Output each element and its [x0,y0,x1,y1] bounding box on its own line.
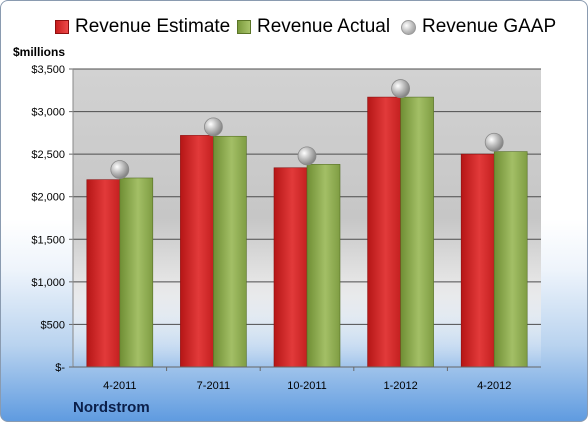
y-axis-units: $millions [13,45,66,59]
y-tick-label: $2,500 [31,149,65,161]
legend-item-gaap: Revenue GAAP [401,16,556,38]
y-tick-label: $3,500 [31,64,65,76]
x-tick-label: 1-2012 [383,380,417,392]
bars [86,96,528,368]
gaap-marker [391,79,411,98]
bar-actual [493,151,528,368]
x-tick-label: 10-2011 [287,380,327,392]
y-tick-label: $500 [41,319,65,331]
y-tick-label: $- [55,362,65,374]
gaap-marker [484,132,504,152]
y-tick-label: $3,000 [31,107,65,119]
x-tick-label: 4-2012 [477,380,511,392]
legend-swatch-actual [237,20,251,34]
gaap-marker [203,117,223,137]
legend-swatch-gaap [401,19,416,35]
gaap-markers [110,79,504,179]
company-name: Nordstrom [73,399,150,416]
gaap-marker [297,146,317,166]
bar-estimate [367,96,401,368]
legend: Revenue Estimate Revenue Actual Revenue … [1,16,587,42]
bar-estimate [273,167,308,368]
legend-label-estimate: Revenue Estimate [75,16,231,37]
bar-actual [306,164,341,368]
bar-estimate [180,135,214,368]
y-tick-label: $1,000 [31,277,65,289]
x-axis-ticks: 4-2011 7-2011 10-2011 1-2012 4-2012 [103,367,511,392]
bar-estimate [86,179,121,368]
x-tick-label: 4-2011 [103,380,136,392]
y-tick-label: $1,500 [31,234,65,246]
legend-swatch-estimate [55,20,69,34]
x-tick-label: 7-2011 [197,380,230,392]
gaap-marker [110,160,130,179]
y-tick-label: $2,000 [31,192,65,204]
bar-actual [119,177,154,368]
legend-item-estimate: Revenue Estimate [55,16,230,38]
bar-actual [213,135,247,368]
legend-item-actual: Revenue Actual [237,16,390,38]
legend-label-actual: Revenue Actual [257,16,391,37]
legend-label-gaap: Revenue GAAP [422,16,557,37]
bar-estimate [460,153,495,368]
bar-actual [400,96,434,368]
y-axis-ticks: $- $500 $1,000 $1,500 $2,000 $2,500 $3,000 $3,5… [31,64,74,374]
